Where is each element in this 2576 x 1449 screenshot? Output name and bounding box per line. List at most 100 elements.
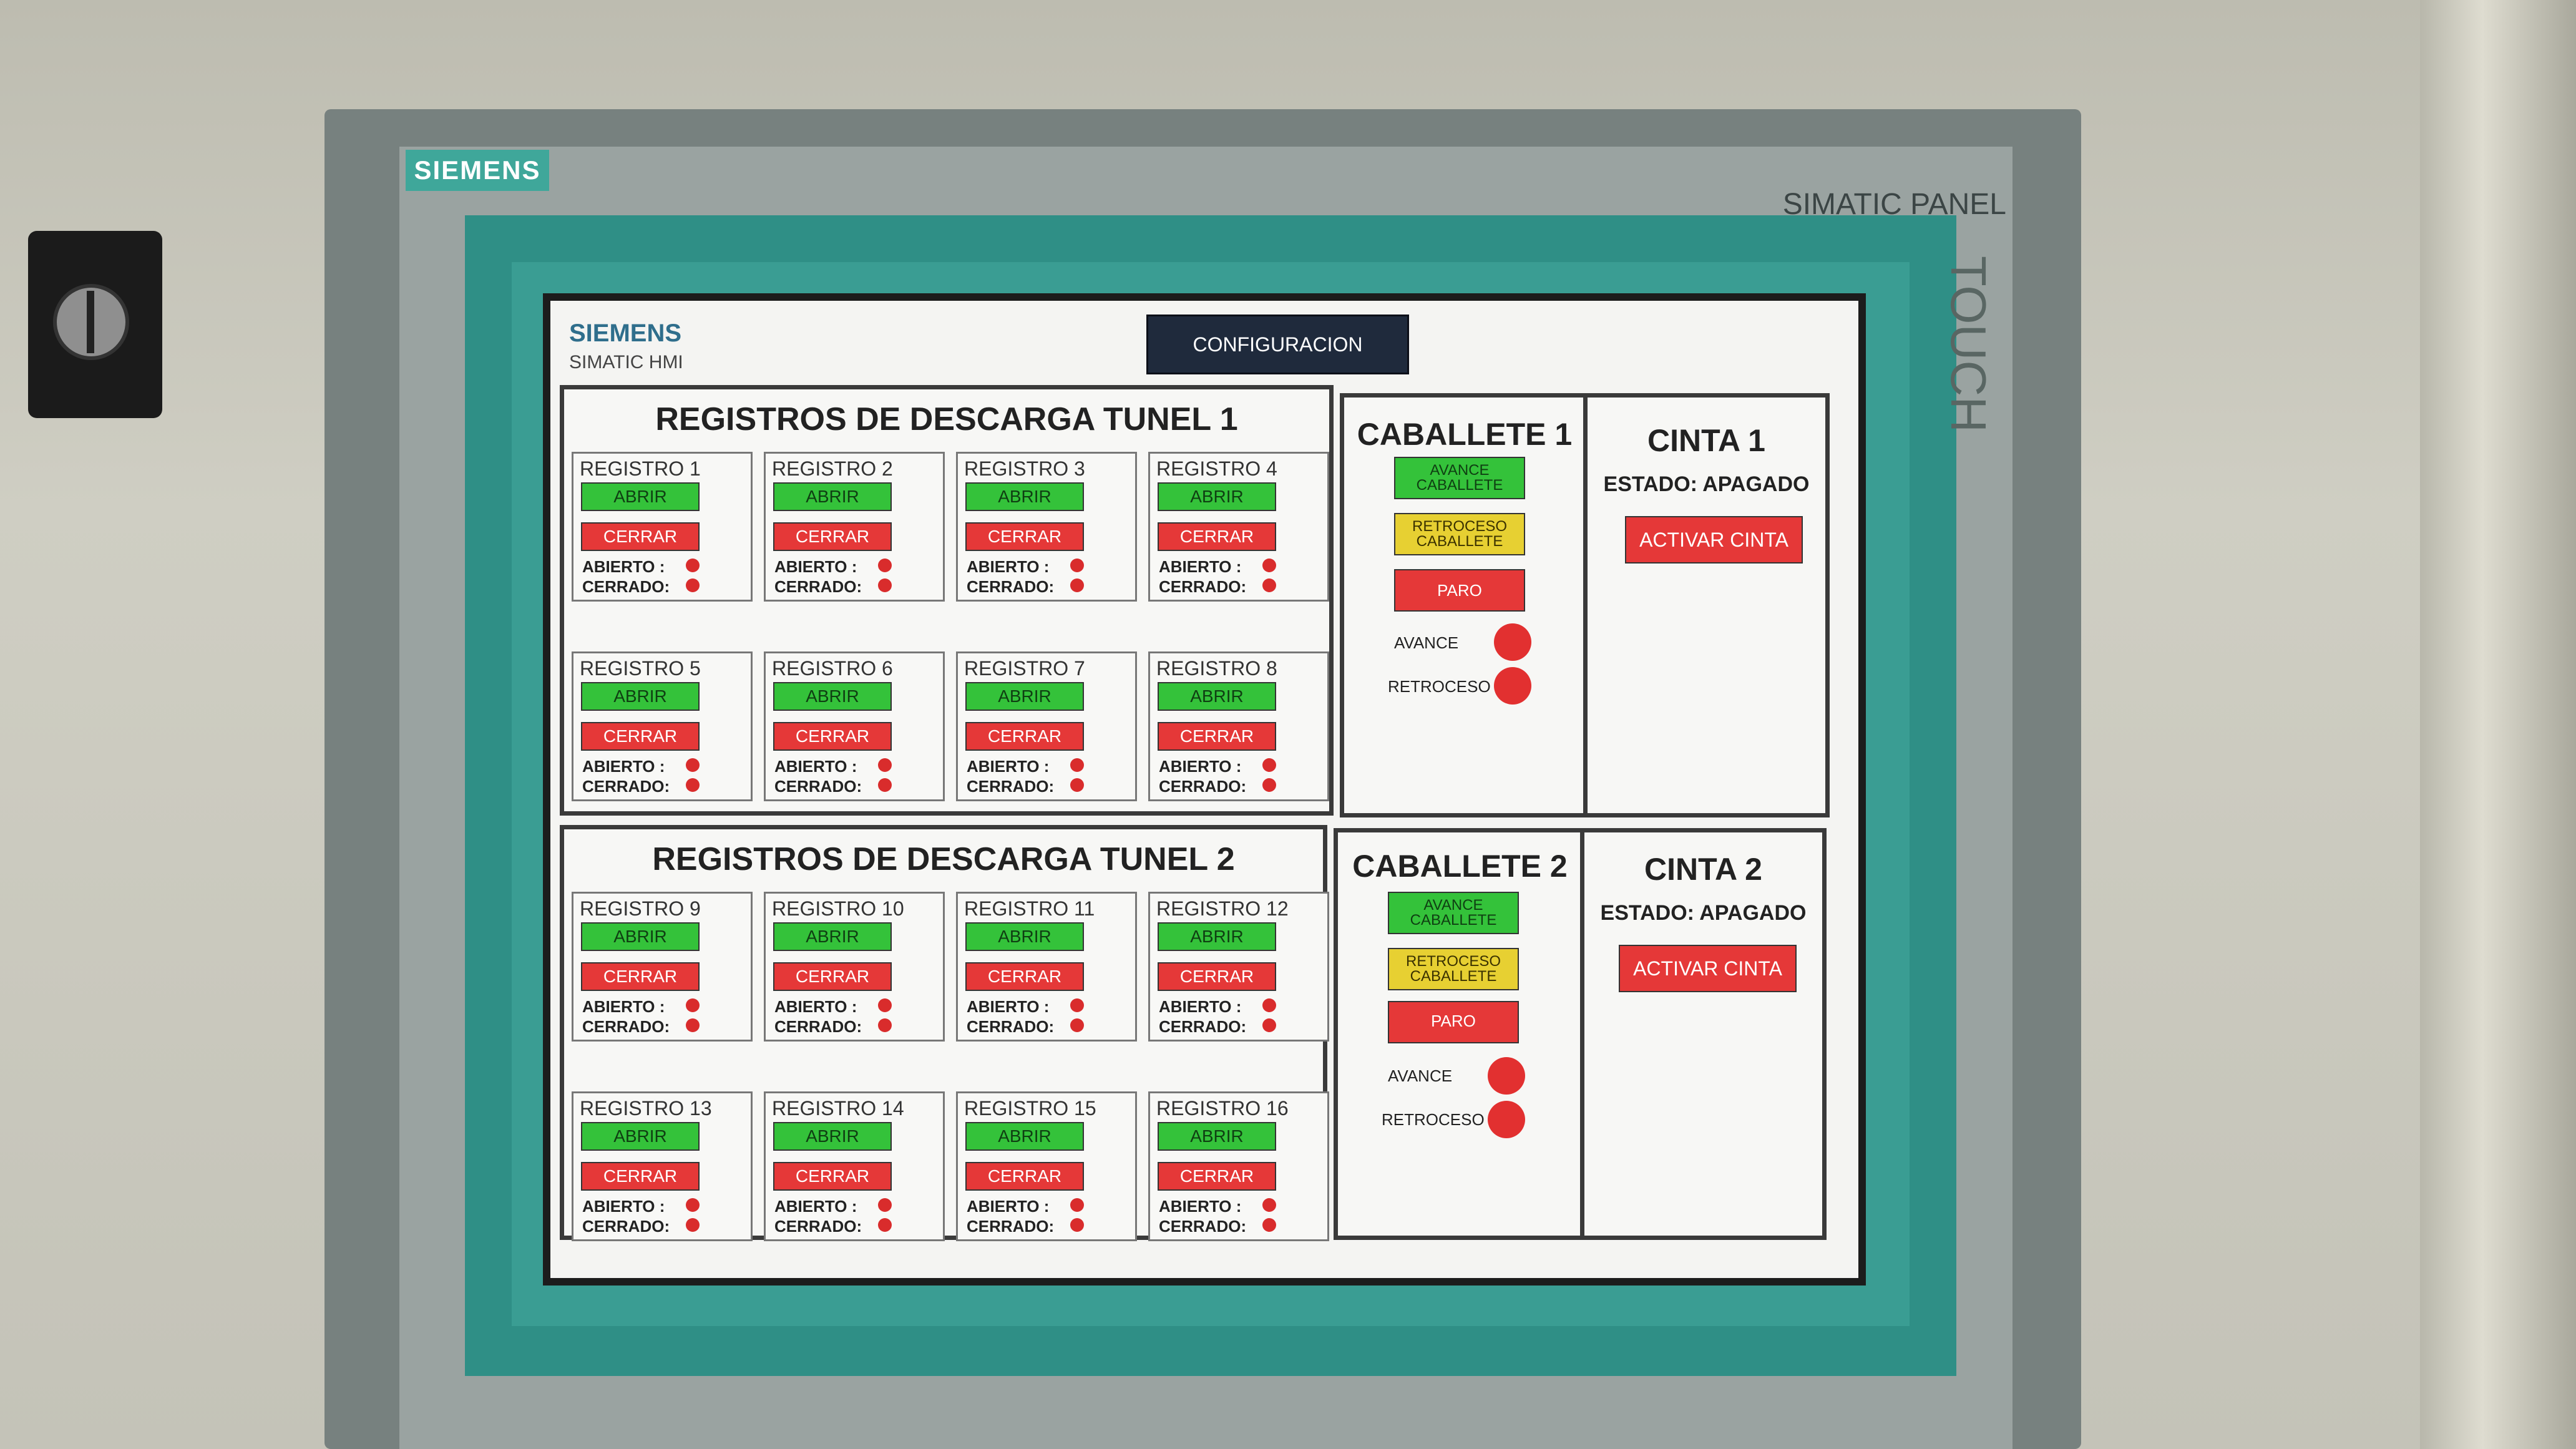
cerrar-button[interactable]: CERRAR xyxy=(773,722,892,751)
retroceso-line2: CABALLETE xyxy=(1410,968,1497,985)
abierto-indicator xyxy=(1070,559,1084,572)
hmi-screen: SIEMENS SIMATIC HMI CONFIGURACION REGIST… xyxy=(543,293,1866,1286)
registro-tile: REGISTRO 16 ABRIR CERRAR ABIERTO : CERRADO: xyxy=(1148,1091,1329,1241)
cerrar-button[interactable]: CERRAR xyxy=(581,522,700,551)
abierto-indicator xyxy=(686,1198,700,1212)
avance-line1: AVANCE xyxy=(1430,462,1490,479)
abrir-button[interactable]: ABRIR xyxy=(773,482,892,511)
bezel-siemens-logo: SIEMENS xyxy=(406,150,549,191)
registro-tile: REGISTRO 15 ABRIR CERRAR ABIERTO : CERRADO: xyxy=(956,1091,1137,1241)
cabinet-rail xyxy=(2420,0,2576,1449)
caballete-2-paro-button[interactable]: PARO xyxy=(1388,1001,1519,1043)
abrir-button[interactable]: ABRIR xyxy=(965,922,1084,951)
registro-title: REGISTRO 16 xyxy=(1156,1097,1289,1120)
caballete-1-paro-button[interactable]: PARO xyxy=(1394,569,1525,612)
abrir-button[interactable]: ABRIR xyxy=(773,1122,892,1151)
registro-tile: REGISTRO 10 ABRIR CERRAR ABIERTO : CERRADO: xyxy=(764,892,945,1042)
configuracion-button[interactable]: CONFIGURACION xyxy=(1146,315,1409,374)
abrir-button[interactable]: ABRIR xyxy=(581,922,700,951)
cerrado-label: CERRADO: xyxy=(774,1017,862,1036)
cerrar-button[interactable]: CERRAR xyxy=(581,722,700,751)
hmi-subtitle: SIMATIC HMI xyxy=(569,352,683,373)
cerrar-button[interactable]: CERRAR xyxy=(965,962,1084,991)
abrir-button[interactable]: ABRIR xyxy=(965,1122,1084,1151)
abrir-button[interactable]: ABRIR xyxy=(1158,1122,1276,1151)
cerrar-button[interactable]: CERRAR xyxy=(965,722,1084,751)
registro-tile: REGISTRO 6 ABRIR CERRAR ABIERTO : CERRADO: xyxy=(764,651,945,801)
registro-tile: REGISTRO 14 ABRIR CERRAR ABIERTO : CERRADO: xyxy=(764,1091,945,1241)
caballete-1-retroceso-button[interactable]: RETROCESO CABALLETE xyxy=(1394,513,1525,555)
cerrar-button[interactable]: CERRAR xyxy=(1158,522,1276,551)
selector-switch xyxy=(28,231,162,418)
cerrado-indicator xyxy=(878,578,892,592)
caballete-2-avance-label: AVANCE xyxy=(1388,1066,1453,1085)
caballete-2-avance-button[interactable]: AVANCE CABALLETE xyxy=(1388,892,1519,934)
registro-tile: REGISTRO 1 ABRIR CERRAR ABIERTO : CERRADO: xyxy=(572,452,753,602)
abierto-label: ABIERTO : xyxy=(582,997,665,1016)
abrir-button[interactable]: ABRIR xyxy=(581,1122,700,1151)
cerrado-indicator xyxy=(1070,578,1084,592)
cerrado-label: CERRADO: xyxy=(582,577,670,596)
cerrar-button[interactable]: CERRAR xyxy=(773,962,892,991)
registro-title: REGISTRO 11 xyxy=(964,897,1095,920)
cerrado-indicator xyxy=(1070,1218,1084,1232)
registro-title: REGISTRO 3 xyxy=(964,457,1085,480)
cerrar-button[interactable]: CERRAR xyxy=(1158,722,1276,751)
caballete-2-retroceso-button[interactable]: RETROCESO CABALLETE xyxy=(1388,948,1519,990)
abrir-button[interactable]: ABRIR xyxy=(773,922,892,951)
cerrado-label: CERRADO: xyxy=(1159,1217,1247,1236)
cerrado-indicator xyxy=(686,1018,700,1032)
cerrar-button[interactable]: CERRAR xyxy=(581,1162,700,1191)
bezel-touch-label: TOUCH xyxy=(1941,256,1996,432)
registro-tile: REGISTRO 13 ABRIR CERRAR ABIERTO : CERRADO: xyxy=(572,1091,753,1241)
registro-title: REGISTRO 6 xyxy=(772,657,893,680)
abrir-button[interactable]: ABRIR xyxy=(581,682,700,711)
registro-title: REGISTRO 12 xyxy=(1156,897,1289,920)
tunel-1-panel: REGISTROS DE DESCARGA TUNEL 1 REGISTRO 1… xyxy=(560,385,1334,816)
cerrar-button[interactable]: CERRAR xyxy=(1158,1162,1276,1191)
cerrado-label: CERRADO: xyxy=(967,1017,1055,1036)
abrir-button[interactable]: ABRIR xyxy=(965,682,1084,711)
caballete-1-avance-button[interactable]: AVANCE CABALLETE xyxy=(1394,457,1525,499)
registro-title: REGISTRO 13 xyxy=(580,1097,712,1120)
registro-title: REGISTRO 14 xyxy=(772,1097,904,1120)
cerrado-indicator xyxy=(878,1218,892,1232)
abrir-button[interactable]: ABRIR xyxy=(581,482,700,511)
abierto-indicator xyxy=(1262,758,1276,772)
abierto-indicator xyxy=(878,559,892,572)
abrir-button[interactable]: ABRIR xyxy=(1158,922,1276,951)
cerrar-button[interactable]: CERRAR xyxy=(965,522,1084,551)
abrir-button[interactable]: ABRIR xyxy=(773,682,892,711)
cerrar-button[interactable]: CERRAR xyxy=(773,1162,892,1191)
abierto-indicator xyxy=(878,1198,892,1212)
cerrar-button[interactable]: CERRAR xyxy=(965,1162,1084,1191)
registro-tile: REGISTRO 2 ABRIR CERRAR ABIERTO : CERRADO: xyxy=(764,452,945,602)
cerrar-button[interactable]: CERRAR xyxy=(1158,962,1276,991)
abrir-button[interactable]: ABRIR xyxy=(965,482,1084,511)
abierto-label: ABIERTO : xyxy=(1159,997,1242,1016)
cerrar-button[interactable]: CERRAR xyxy=(773,522,892,551)
registro-tile: REGISTRO 12 ABRIR CERRAR ABIERTO : CERRADO: xyxy=(1148,892,1329,1042)
retroceso-line2: CABALLETE xyxy=(1416,533,1503,550)
caballete-1-panel: CABALLETE 1 AVANCE CABALLETE RETROCESO C… xyxy=(1340,393,1589,817)
abierto-label: ABIERTO : xyxy=(1159,757,1242,776)
registro-tile: REGISTRO 7 ABRIR CERRAR ABIERTO : CERRADO: xyxy=(956,651,1137,801)
hmi-brand: SIEMENS xyxy=(569,320,682,347)
abierto-label: ABIERTO : xyxy=(774,557,857,576)
registro-tile: REGISTRO 9 ABRIR CERRAR ABIERTO : CERRADO: xyxy=(572,892,753,1042)
registro-tile: REGISTRO 4 ABRIR CERRAR ABIERTO : CERRADO: xyxy=(1148,452,1329,602)
cinta-1-estado: ESTADO: APAGADO xyxy=(1603,472,1810,496)
cerrado-indicator xyxy=(1070,778,1084,792)
abrir-button[interactable]: ABRIR xyxy=(1158,682,1276,711)
abrir-button[interactable]: ABRIR xyxy=(1158,482,1276,511)
avance-line1: AVANCE xyxy=(1423,897,1483,914)
caballete-1-avance-label: AVANCE xyxy=(1394,633,1459,652)
registro-title: REGISTRO 1 xyxy=(580,457,701,480)
cinta-2-panel: CINTA 2 ESTADO: APAGADO ACTIVAR CINTA xyxy=(1580,828,1827,1240)
cerrado-label: CERRADO: xyxy=(1159,777,1247,796)
cinta-1-activar-button[interactable]: ACTIVAR CINTA xyxy=(1625,516,1803,564)
cinta-2-activar-button[interactable]: ACTIVAR CINTA xyxy=(1619,945,1797,992)
registro-title: REGISTRO 10 xyxy=(772,897,904,920)
caballete-2-title: CABALLETE 2 xyxy=(1352,849,1568,884)
cerrar-button[interactable]: CERRAR xyxy=(581,962,700,991)
